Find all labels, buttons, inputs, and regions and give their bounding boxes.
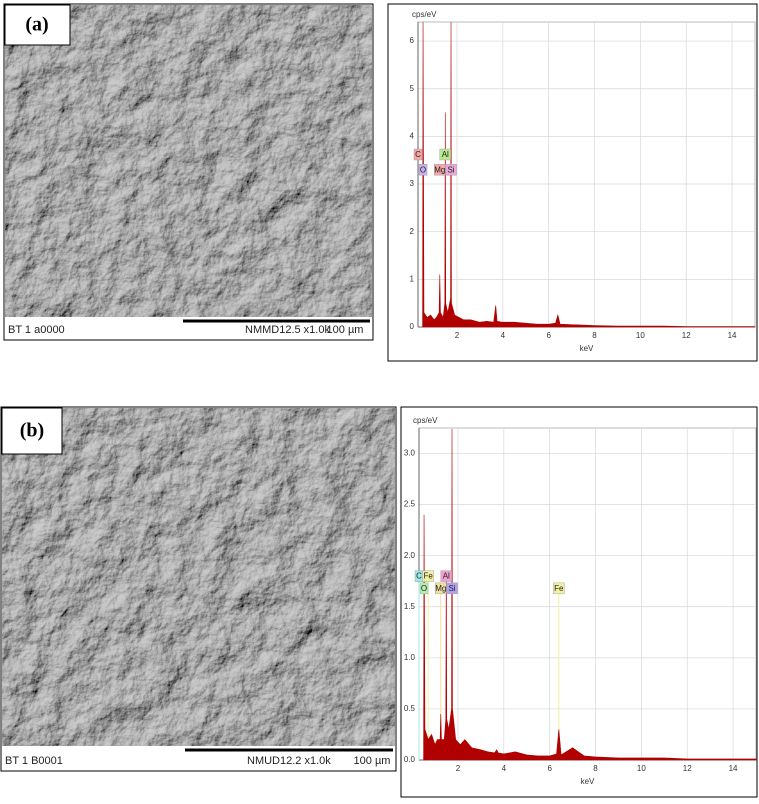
element-label-box bbox=[445, 164, 457, 176]
element-label: Al bbox=[443, 572, 450, 581]
y-tick-label: 2.5 bbox=[404, 500, 416, 509]
x-tick-label: 6 bbox=[547, 764, 552, 773]
element-label: Fe bbox=[554, 584, 564, 593]
x-tick-label: 6 bbox=[546, 331, 551, 340]
element-label-box bbox=[413, 148, 423, 161]
panel-label: (b) bbox=[20, 420, 44, 442]
element-label: C bbox=[416, 572, 422, 581]
x-axis-label: keV bbox=[580, 344, 594, 353]
sem-info: NMUD12.2 x1.0k bbox=[247, 755, 331, 767]
element-label: O bbox=[421, 584, 427, 593]
sem-image bbox=[5, 5, 372, 317]
y-tick-label: 4 bbox=[410, 131, 415, 140]
element-label-box bbox=[418, 164, 428, 176]
element-label: Mg bbox=[435, 584, 446, 593]
spectrum bbox=[422, 21, 756, 328]
y-tick-label: 1.0 bbox=[404, 653, 416, 662]
plot-area bbox=[418, 427, 757, 761]
element-label: Al bbox=[442, 150, 449, 159]
x-axis-label: keV bbox=[581, 777, 595, 786]
x-tick-label: 10 bbox=[636, 331, 645, 340]
panel-label: (a) bbox=[25, 14, 48, 36]
x-tick-label: 4 bbox=[502, 764, 507, 773]
panel-label-box bbox=[1, 407, 63, 455]
sem-sample: BT 1 a0000 bbox=[8, 324, 65, 336]
element-label-box bbox=[435, 582, 447, 595]
plot-area bbox=[417, 21, 756, 328]
y-axis-label: cps/eV bbox=[413, 416, 438, 425]
x-tick-label: 8 bbox=[593, 764, 598, 773]
y-axis-label: cps/eV bbox=[412, 10, 437, 19]
spectrum bbox=[423, 429, 757, 761]
x-tick-label: 10 bbox=[637, 764, 646, 773]
element-label: Si bbox=[448, 584, 455, 593]
element-label: Si bbox=[447, 165, 454, 174]
x-tick-label: 2 bbox=[455, 331, 460, 340]
y-tick-label: 5 bbox=[410, 84, 415, 93]
y-tick-label: 2.0 bbox=[404, 551, 416, 560]
y-tick-label: 0 bbox=[410, 322, 415, 331]
y-tick-label: 3 bbox=[410, 179, 415, 188]
y-tick-label: 1 bbox=[410, 274, 415, 283]
x-tick-label: 12 bbox=[683, 764, 692, 773]
y-tick-label: 1.5 bbox=[404, 602, 416, 611]
x-tick-label: 14 bbox=[728, 331, 737, 340]
sem-info: NMMD12.5 x1.0k bbox=[245, 324, 330, 336]
x-tick-label: 8 bbox=[592, 331, 597, 340]
x-tick-label: 4 bbox=[501, 331, 506, 340]
y-tick-label: 2 bbox=[410, 227, 415, 236]
element-label: Mg bbox=[434, 165, 445, 174]
x-tick-label: 2 bbox=[456, 764, 461, 773]
element-label-box bbox=[439, 148, 451, 161]
element-label-box bbox=[419, 582, 429, 595]
element-label: C bbox=[415, 150, 421, 159]
element-label-box bbox=[422, 570, 434, 582]
x-tick-label: 12 bbox=[682, 331, 691, 340]
y-tick-label: 0.5 bbox=[404, 704, 416, 713]
y-tick-label: 0.0 bbox=[404, 755, 416, 764]
element-label-box bbox=[434, 164, 446, 176]
x-tick-label: 14 bbox=[729, 764, 738, 773]
element-label: Fe bbox=[423, 572, 433, 581]
sem-scale: 100 µm bbox=[327, 324, 364, 336]
element-label: O bbox=[420, 165, 426, 174]
sem-sample: BT 1 B0001 bbox=[5, 755, 63, 767]
sem-scale: 100 µm bbox=[354, 755, 391, 767]
y-tick-label: 3.0 bbox=[404, 449, 416, 458]
sem-image bbox=[2, 408, 395, 746]
y-tick-label: 6 bbox=[410, 36, 415, 45]
element-label-box bbox=[440, 570, 452, 582]
element-label-box bbox=[446, 582, 458, 595]
element-label-box bbox=[553, 582, 565, 595]
panel-label-box bbox=[4, 4, 71, 46]
